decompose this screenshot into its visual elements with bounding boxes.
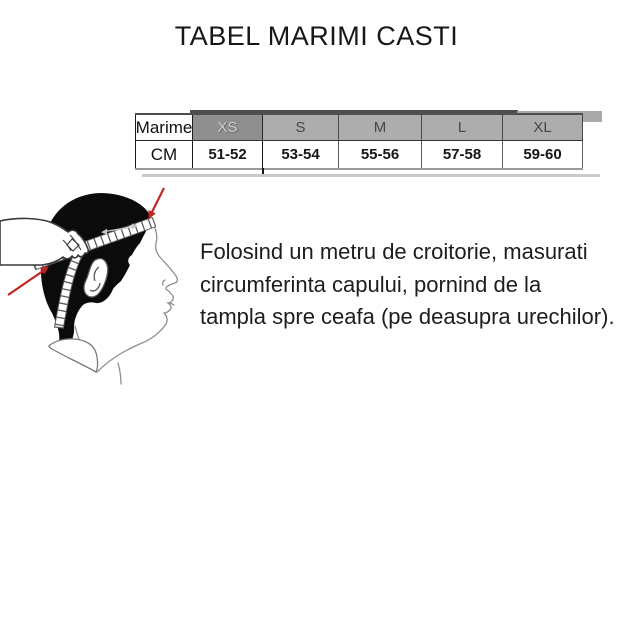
table-header-marime: Marime	[135, 115, 193, 141]
instructions-line-2: circumferinta capului, pornind de la	[200, 271, 542, 297]
table-header-l: L	[422, 115, 503, 141]
table-header-s: S	[263, 115, 339, 141]
measurement-instructions: Folosind un metru de croitorie, masurati…	[200, 236, 630, 334]
ear-shape	[83, 258, 109, 298]
instructions-line-3: tampla spre ceafa (pe deasupra urechilor…	[200, 304, 615, 329]
collar-shape	[48, 338, 99, 373]
measuring-tape-hanging-end	[53, 252, 83, 329]
table-top-artifact-line	[190, 110, 518, 113]
instructions-line-1: Folosind un metru de croitorie, masurati	[200, 239, 588, 264]
table-value-xl: 59-60	[503, 141, 583, 168]
table-value-s: 53-54	[263, 141, 339, 168]
hand-shape	[0, 217, 90, 266]
red-arrow-back	[7, 266, 49, 296]
table-bottom-artifact-strip	[142, 174, 600, 177]
double-arrow-icon	[101, 223, 138, 235]
table-value-l: 57-58	[422, 141, 503, 168]
table-header-xs: XS	[193, 115, 263, 141]
table-header-m: M	[339, 115, 422, 141]
face-profile-outline	[74, 220, 179, 385]
table-bottom-tick-artifact	[262, 168, 264, 174]
red-arrow-forehead	[148, 187, 165, 220]
helmet-size-table: Marime XS S M L XL CM 51-52 53-54 55-56 …	[135, 113, 583, 170]
table-row-label-cm: CM	[135, 141, 193, 168]
head-measurement-illustration	[0, 187, 179, 385]
table-value-m: 55-56	[339, 141, 422, 168]
table-header-xl: XL	[503, 115, 583, 141]
page-title: TABEL MARIMI CASTI	[174, 21, 459, 51]
table-value-xs: 51-52	[193, 141, 263, 168]
